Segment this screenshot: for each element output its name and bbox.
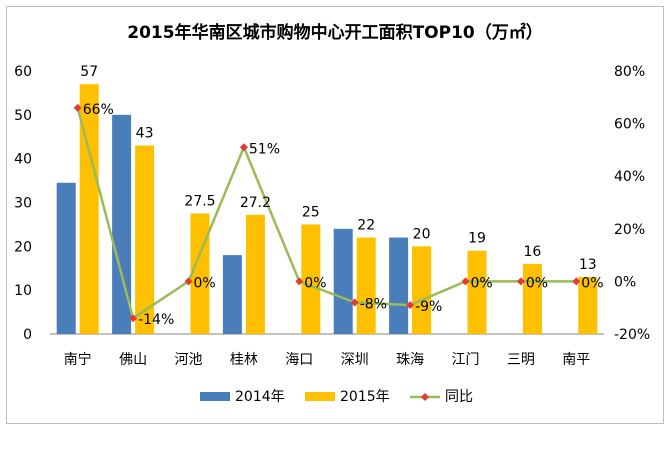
- yoy-value-label: -8%: [360, 296, 387, 312]
- yoy-marker: [572, 277, 581, 286]
- bar-2015: [301, 224, 321, 334]
- bar-2015: [356, 237, 376, 334]
- y-left-tick-label: 30: [14, 196, 32, 212]
- yoy-line: [73, 103, 581, 323]
- y-left-tick-label: 0: [23, 327, 32, 343]
- yoy-value-label: 0%: [304, 275, 326, 291]
- x-category-label: 深圳: [341, 352, 369, 368]
- legend-marker-yoy: [421, 393, 429, 401]
- y-right-tick-label: 0%: [614, 274, 636, 290]
- bar-2015: [412, 246, 432, 334]
- bar-2014: [112, 114, 132, 334]
- bar-2015-value-label: 43: [136, 126, 154, 142]
- yoy-marker: [406, 301, 415, 310]
- bar-2014: [56, 182, 76, 334]
- y-left-tick-label: 20: [14, 239, 32, 255]
- yoy-marker: [73, 103, 82, 112]
- yoy-value-label: -9%: [415, 299, 442, 315]
- legend-label-2014: 2014年: [235, 389, 285, 405]
- x-category-label: 河池: [175, 352, 203, 368]
- yoy-marker: [129, 314, 138, 323]
- bar-2015-value-label: 27.2: [240, 195, 271, 211]
- legend-label-yoy: 同比: [445, 389, 473, 405]
- yoy-value-label: 0%: [471, 275, 493, 291]
- yoy-value-label: 51%: [249, 141, 280, 157]
- bar-2014: [389, 237, 409, 334]
- bar-2015-value-label: 20: [413, 226, 431, 242]
- bar-2015-value-label: 19: [468, 231, 486, 247]
- bar-2015: [135, 145, 155, 334]
- x-category-label: 江门: [452, 352, 480, 368]
- chart-title: 2015年华南区城市购物中心开工面积TOP10（万㎡）: [127, 22, 542, 43]
- legend: 2014年 2015年 同比: [200, 389, 473, 405]
- bar-2015: [467, 250, 487, 334]
- yoy-value-label: 0%: [581, 275, 603, 291]
- y-left-tick-label: 40: [14, 152, 32, 168]
- yoy-value-label: -14%: [138, 312, 174, 328]
- x-category-label: 南平: [562, 352, 590, 368]
- y-left-tick-label: 10: [14, 283, 32, 299]
- bar-2015: [190, 213, 210, 334]
- y-left-tick-label: 50: [14, 108, 32, 124]
- x-category-label: 桂林: [230, 352, 258, 368]
- bar-2014: [333, 228, 353, 334]
- yoy-line-path: [76, 107, 577, 321]
- bar-2015: [245, 214, 265, 334]
- legend-swatch-2015: [305, 392, 335, 401]
- x-category-label: 南宁: [64, 351, 92, 368]
- bar-2015-value-label: 57: [80, 64, 98, 80]
- y-left-tick-label: 60: [14, 64, 32, 80]
- bar-2015-value-label: 13: [579, 257, 597, 273]
- bar-2015: [522, 263, 542, 334]
- legend-label-2015: 2015年: [340, 389, 390, 405]
- axes: 0 10 20 30 40 50 60 -20% 0% 20% 40% 60% 80% 南宁 佛山 河池 桂林 海…: [14, 64, 650, 368]
- x-category-label: 三明: [507, 352, 535, 368]
- bar-2015-value-label: 16: [523, 244, 541, 260]
- x-category-label: 珠海: [396, 352, 424, 368]
- y-right-tick-label: 60%: [614, 117, 645, 133]
- bar-2015: [578, 277, 598, 334]
- legend-swatch-2014: [200, 392, 230, 401]
- x-category-label: 海口: [285, 352, 313, 368]
- yoy-marker: [350, 298, 359, 307]
- yoy-marker: [184, 277, 193, 286]
- yoy-value-label: 0%: [194, 275, 216, 291]
- y-right-tick-label: 20%: [614, 222, 645, 238]
- bar-2015-value-label: 25: [302, 204, 320, 220]
- x-category-label: 佛山: [119, 352, 147, 368]
- yoy-value-label: 66%: [83, 102, 114, 118]
- data-labels: 57 43 27.5 27.2 25 22 20 19 16 13 66% -14% 0% 51% 0% -8…: [80, 64, 603, 328]
- bar-2015-value-label: 27.5: [184, 193, 215, 209]
- bar-2015-value-label: 22: [357, 218, 375, 234]
- bar-2015: [79, 84, 99, 335]
- y-right-tick-label: -20%: [614, 327, 650, 343]
- bar-2014: [222, 255, 242, 334]
- y-right-tick-label: 40%: [614, 169, 645, 185]
- yoy-marker: [239, 143, 248, 152]
- yoy-marker: [516, 277, 525, 286]
- yoy-value-label: 0%: [526, 275, 548, 291]
- yoy-marker: [295, 277, 304, 286]
- bars: [56, 84, 598, 335]
- yoy-marker: [461, 277, 470, 286]
- y-right-tick-label: 80%: [614, 64, 645, 80]
